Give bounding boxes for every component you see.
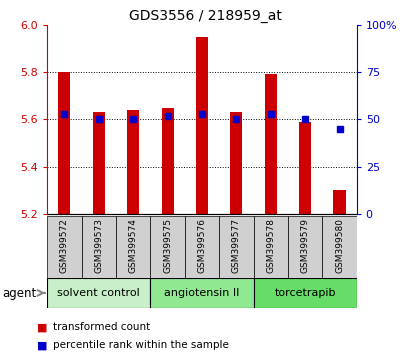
Text: GSM399576: GSM399576: [197, 218, 206, 273]
Text: GSM399572: GSM399572: [60, 218, 69, 273]
Bar: [81, 216, 116, 278]
Bar: [161, 108, 173, 214]
Bar: [321, 216, 356, 278]
Bar: [253, 216, 287, 278]
Text: ■: ■: [37, 340, 47, 350]
Bar: [116, 216, 150, 278]
Bar: [150, 278, 253, 308]
Bar: [230, 112, 242, 214]
Bar: [298, 122, 310, 214]
Text: GSM399579: GSM399579: [300, 218, 309, 273]
Bar: [184, 216, 218, 278]
Text: percentile rank within the sample: percentile rank within the sample: [53, 340, 229, 350]
Bar: [287, 216, 321, 278]
Text: GSM399578: GSM399578: [265, 218, 274, 273]
Text: torcetrapib: torcetrapib: [274, 288, 335, 298]
Bar: [264, 74, 276, 214]
Bar: [218, 216, 253, 278]
Bar: [47, 216, 81, 278]
Text: GSM399574: GSM399574: [128, 218, 137, 273]
Text: GSM399577: GSM399577: [231, 218, 240, 273]
Text: angiotensin II: angiotensin II: [164, 288, 239, 298]
Bar: [58, 72, 70, 214]
Bar: [47, 278, 150, 308]
Text: transformed count: transformed count: [53, 322, 150, 332]
Text: GDS3556 / 218959_at: GDS3556 / 218959_at: [128, 9, 281, 23]
Text: ■: ■: [37, 322, 47, 332]
Text: GSM399580: GSM399580: [334, 218, 343, 273]
Text: solvent control: solvent control: [57, 288, 140, 298]
Text: GSM399575: GSM399575: [163, 218, 172, 273]
Bar: [150, 216, 184, 278]
Text: agent: agent: [2, 287, 36, 299]
Bar: [92, 112, 105, 214]
Text: GSM399573: GSM399573: [94, 218, 103, 273]
Bar: [196, 36, 207, 214]
Bar: [127, 110, 139, 214]
Bar: [333, 190, 345, 214]
Bar: [253, 278, 356, 308]
